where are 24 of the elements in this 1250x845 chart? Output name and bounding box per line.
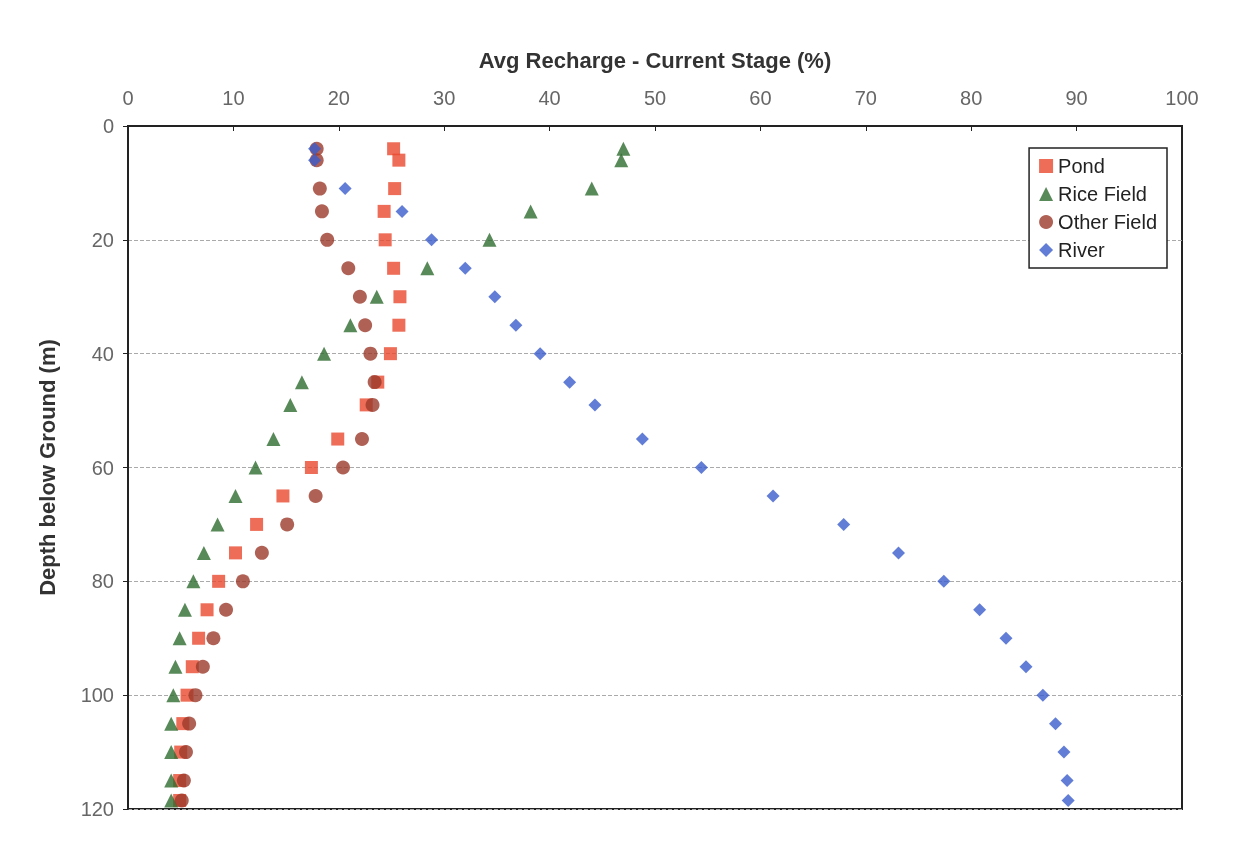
legend-label: River bbox=[1058, 239, 1106, 261]
x-tick-label: 50 bbox=[643, 87, 667, 109]
x-tick-label: 30 bbox=[433, 87, 456, 109]
x-tick-label: 70 bbox=[854, 87, 877, 109]
y-tick-label: 120 bbox=[80, 798, 114, 820]
x-tick-label: 10 bbox=[222, 87, 245, 109]
y-tick-label: 40 bbox=[91, 342, 114, 365]
x-tick-label: 80 bbox=[960, 87, 983, 109]
y-tick-label: 80 bbox=[91, 570, 114, 593]
x-tick-label: 40 bbox=[538, 87, 561, 109]
x-tick-label: 90 bbox=[1065, 87, 1088, 109]
y-tick-label: 100 bbox=[80, 684, 114, 707]
x-tick-label: 0 bbox=[122, 87, 134, 109]
y-tick-label: 0 bbox=[102, 115, 114, 137]
x-axis-title: Avg Recharge - Current Stage (%) bbox=[478, 47, 832, 73]
legend-label: Rice Field bbox=[1058, 183, 1147, 205]
x-tick-label: 100 bbox=[1165, 87, 1199, 109]
y-tick-label: 20 bbox=[91, 228, 114, 251]
x-tick-label: 20 bbox=[327, 87, 350, 109]
legend-label: Pond bbox=[1058, 155, 1105, 177]
y-tick-label: 60 bbox=[91, 456, 114, 479]
x-tick-label: 60 bbox=[749, 87, 772, 109]
legend-label: Other Field bbox=[1058, 211, 1158, 233]
y-axis-title: Depth below Ground (m) bbox=[34, 339, 60, 596]
